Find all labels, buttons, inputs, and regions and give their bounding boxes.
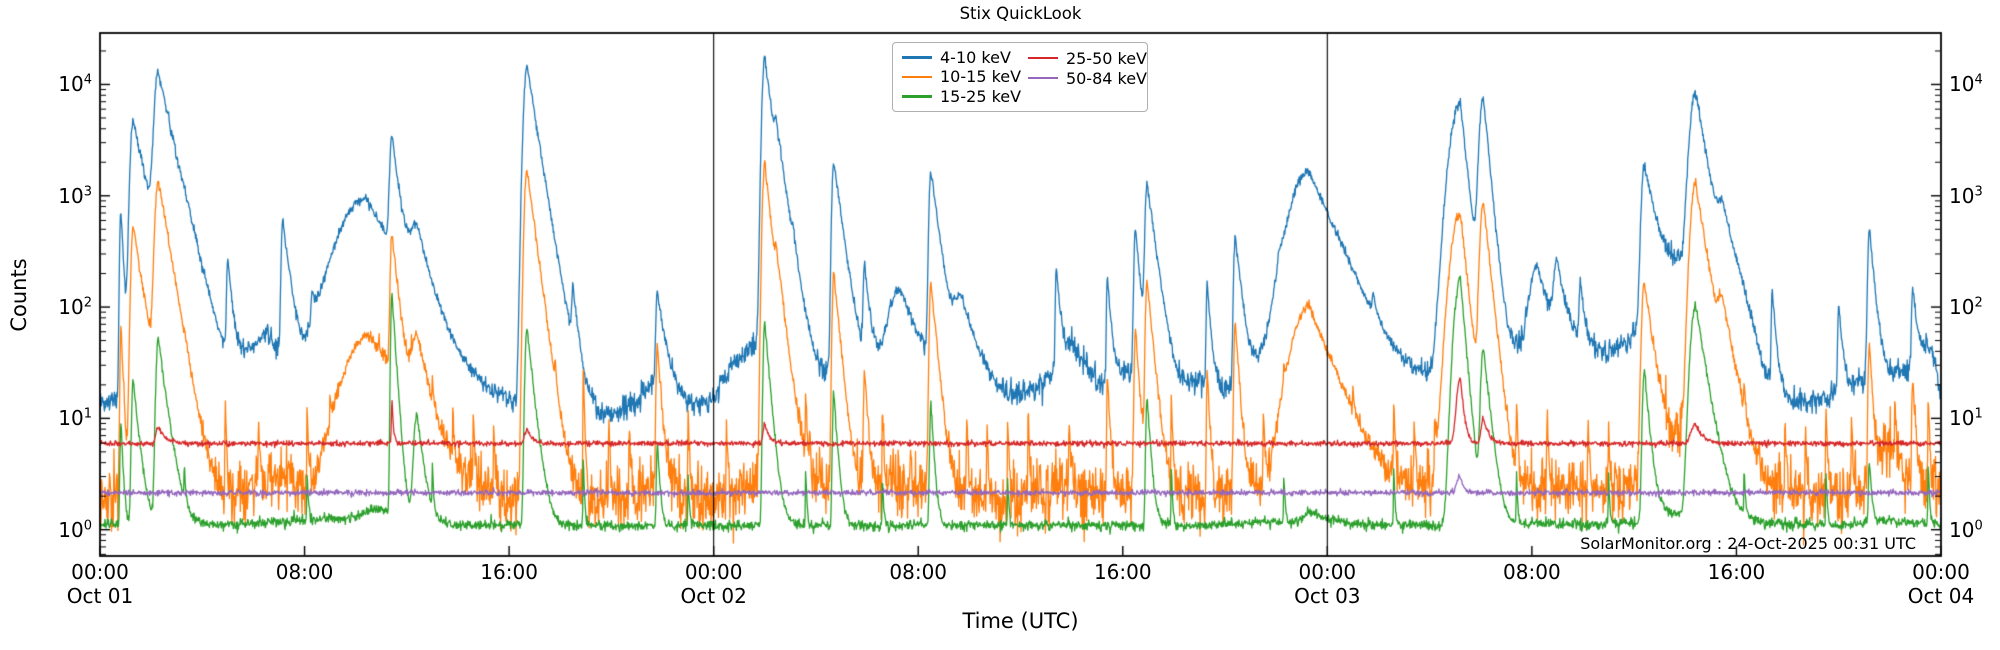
x-tick-label: 08:00 [1503,560,1561,584]
x-tick-date: Oct 03 [1294,584,1361,608]
y-tick-label-left: 101 [58,406,92,431]
chart-title: Stix QuickLook [959,4,1082,23]
legend-label: 50-84 keV [1065,68,1147,88]
y-tick-label-right: 103 [1949,183,1983,208]
legend-label: 25-50 keV [1065,48,1147,68]
y-tick-label-right: 100 [1949,517,1983,542]
legend-label: 15-25 keV [940,86,1022,106]
x-tick-date: Oct 01 [66,584,134,608]
legend-item-10-15-kev: 10-15 keV [902,67,1028,86]
legend-column-1: 4-10 keV 10-15 keV 15-25 keV [902,48,1028,106]
x-tick-label: 16:00 [1707,560,1766,584]
x-axis-label: Time (UTC) [962,609,1079,633]
y-tick-label-left: 103 [58,183,92,208]
x-tick-label: 16:00 [480,560,538,584]
legend-item-15-25-kev: 15-25 keV [902,87,1028,106]
x-tick-date: Oct 02 [680,584,747,608]
legend-line-sample [1027,76,1058,80]
y-tick-label-left: 104 [58,72,92,97]
legend: 4-10 keV 10-15 keV 15-25 keV 25-50 keV 5… [892,42,1148,112]
legend-line-sample [902,56,932,59]
x-tick-date: Oct 04 [1907,584,1975,608]
legend-label: 10-15 keV [940,67,1022,87]
legend-item-50-84-kev: 50-84 keV [1027,68,1147,88]
y-tick-label-right: 101 [1949,406,1983,431]
y-tick-label-left: 102 [58,295,92,320]
legend-column-2: 25-50 keV 50-84 keV [1027,48,1147,106]
y-tick-label-right: 102 [1949,295,1983,320]
x-tick-label: 16:00 [1093,560,1152,584]
y-tick-label-left: 100 [58,517,92,542]
legend-line-sample [1027,56,1058,60]
legend-line-sample [902,95,932,98]
legend-item-4-10-kev: 4-10 keV [902,48,1028,67]
x-tick-label: 00:00 [684,560,743,584]
legend-line-sample [902,75,932,79]
legend-label: 4-10 keV [940,48,1011,68]
x-tick-label: 00:00 [1298,560,1357,584]
y-tick-label-right: 104 [1949,72,1983,97]
x-tick-label: 00:00 [71,560,129,584]
watermark: SolarMonitor.org : 24-Oct-2025 00:31 UTC [1580,534,1916,553]
x-tick-label: 08:00 [889,560,948,584]
x-tick-label: 00:00 [1912,560,1970,584]
legend-item-25-50-kev: 25-50 keV [1027,48,1147,68]
x-tick-label: 08:00 [275,560,334,584]
